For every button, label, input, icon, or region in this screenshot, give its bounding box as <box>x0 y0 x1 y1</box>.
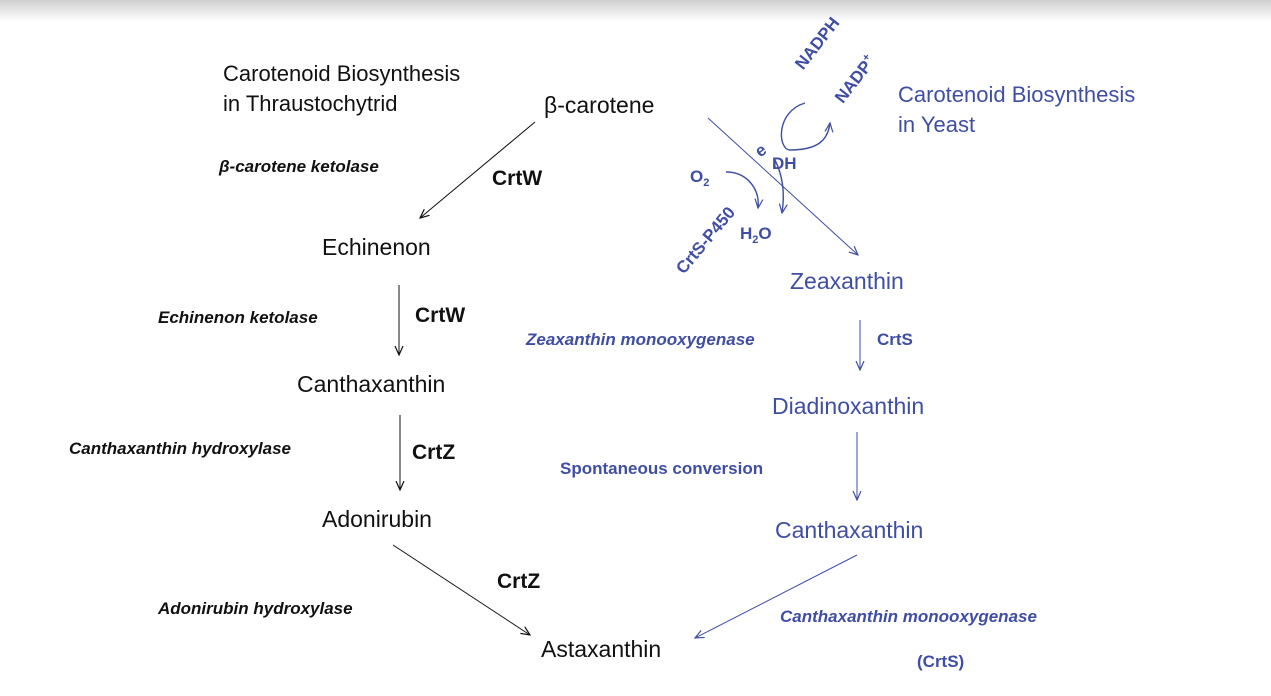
compound-beta-carotene: β-carotene <box>544 92 655 118</box>
cofactor-o2: O2 <box>690 167 710 189</box>
enzyme-spontaneous-conversion: Spontaneous conversion <box>560 459 764 478</box>
gene-crtw-2: CrtW <box>415 304 466 327</box>
top-gradient-bar <box>0 0 1271 22</box>
gene-crtz-2: CrtZ <box>497 570 541 593</box>
arrow-o2-cycle <box>725 171 758 208</box>
compound-diadinoxanthin: Diadinoxanthin <box>772 393 925 419</box>
gene-crts-parenthesized: (CrtS) <box>917 652 965 671</box>
thraustochytrid-title: Carotenoid Biosynthesis in Thraustochytr… <box>223 59 460 119</box>
compound-zeaxanthin: Zeaxanthin <box>790 268 904 294</box>
arrow-adonirubin-to-astaxanthin <box>392 544 530 635</box>
yeast-title: Carotenoid Biosynthesis in Yeast <box>898 80 1135 140</box>
yeast-title-line1: Carotenoid Biosynthesis <box>898 82 1136 107</box>
compound-canthaxanthin: Canthaxanthin <box>297 371 446 397</box>
gene-crts: CrtS <box>877 330 913 349</box>
arrow-nadph-cycle <box>780 102 806 151</box>
enzyme-zeaxanthin-monooxygenase: Zeaxanthin monooxygenase <box>526 330 755 349</box>
arrow-electron-transfer <box>774 159 783 213</box>
compound-adonirubin: Adonirubin <box>322 506 432 532</box>
thraustochytrid-title-line1: Carotenoid Biosynthesis <box>223 61 461 86</box>
arrow-to-nadp <box>789 123 830 151</box>
enzyme-echinenon-ketolase: Echinenon ketolase <box>158 308 318 327</box>
compound-astaxanthin: Astaxanthin <box>541 636 662 662</box>
gene-crtw-1: CrtW <box>492 167 543 190</box>
cofactor-h2o: H2O <box>740 224 772 246</box>
compound-echinenon: Echinenon <box>322 234 431 260</box>
gene-crtz-1: CrtZ <box>412 441 456 464</box>
enzyme-canthaxanthin-hydroxylase: Canthaxanthin hydroxylase <box>69 439 292 458</box>
yeast-title-line2: in Yeast <box>898 112 976 137</box>
thraustochytrid-title-line2: in Thraustochytrid <box>223 91 398 116</box>
compound-canthaxanthin-yeast: Canthaxanthin <box>775 517 924 543</box>
enzyme-beta-carotene-ketolase: β-carotene ketolase <box>219 157 379 176</box>
cofactor-dh: DH <box>772 154 797 173</box>
arrow-bcarotene-to-echinenon <box>420 121 536 218</box>
enzyme-adonirubin-hydroxylase: Adonirubin hydroxylase <box>158 599 353 618</box>
arrow-canthaxanthin-to-astaxanthin <box>695 554 858 638</box>
enzyme-canthaxanthin-monooxygenase: Canthaxanthin monooxygenase <box>780 607 1037 626</box>
